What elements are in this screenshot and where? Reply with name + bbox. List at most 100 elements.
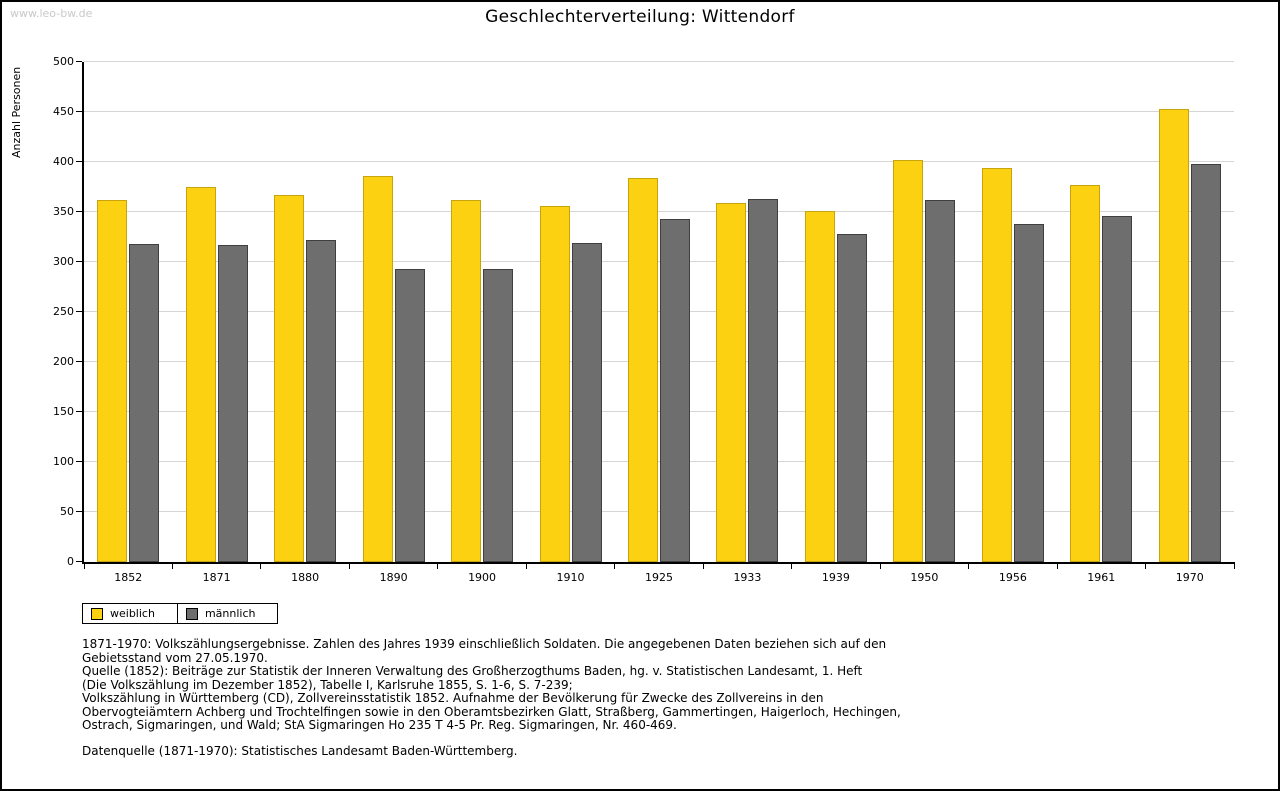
gridline (84, 61, 1234, 62)
y-tick (76, 561, 82, 562)
y-tick-label: 50 (60, 505, 74, 518)
x-tick-label: 1956 (998, 571, 1027, 584)
x-tick (1056, 562, 1058, 569)
legend-swatch-maennlich (185, 607, 198, 620)
bar-maennlich-1900 (483, 269, 514, 562)
y-tick (76, 461, 82, 462)
y-tick (76, 211, 82, 212)
y-tick (76, 511, 82, 512)
bar-weiblich-1956 (981, 168, 1012, 562)
footnote-line: Quelle (1852): Beiträge zur Statistik de… (82, 664, 863, 678)
watermark: www.leo-bw.de (10, 7, 93, 20)
legend: weiblich männlich (82, 603, 279, 624)
bar-maennlich-1933 (748, 199, 779, 562)
x-tick (968, 562, 970, 569)
bar-maennlich-1939 (836, 234, 867, 562)
gridline (84, 211, 1234, 212)
gridline (84, 161, 1234, 162)
x-tick (525, 562, 527, 569)
bar-weiblich-1871 (185, 187, 216, 562)
bar-maennlich-1925 (660, 219, 690, 562)
y-tick-label: 100 (53, 455, 74, 468)
x-tick-label: 1852 (114, 571, 143, 584)
footnote-line: Volkszählung in Württemberg (CD), Zollve… (82, 691, 824, 705)
y-tick-label: 400 (53, 155, 74, 168)
y-tick (76, 311, 82, 312)
gridline (84, 261, 1234, 262)
y-tick (76, 361, 82, 362)
gridline (84, 411, 1234, 412)
x-tick (702, 562, 704, 569)
y-tick-label: 0 (67, 555, 74, 568)
bar-maennlich-1852 (129, 244, 160, 562)
bar-weiblich-1961 (1070, 185, 1101, 562)
footnote-line: Gebietsstand vom 27.05.1970. (82, 650, 268, 665)
y-tick-label: 350 (53, 205, 74, 218)
legend-item-maennlich: männlich (176, 604, 278, 623)
y-tick (76, 61, 82, 62)
bar-weiblich-1970 (1158, 109, 1189, 562)
bar-weiblich-1939 (804, 211, 835, 562)
x-tick-label: 1910 (556, 571, 585, 584)
gridline (84, 111, 1234, 112)
legend-swatch-weiblich (91, 607, 103, 620)
datasource-line: Datenquelle (1871-1970): Statistisches L… (82, 744, 518, 758)
x-tick (879, 562, 881, 569)
x-tick-label: 1939 (821, 571, 850, 584)
gridline (84, 311, 1234, 312)
bar-maennlich-1910 (571, 243, 602, 562)
y-tick (76, 411, 82, 412)
bar-weiblich-1950 (893, 160, 924, 562)
x-tick-label: 1871 (202, 571, 231, 584)
x-tick-label: 1933 (733, 571, 762, 584)
y-tick-label: 150 (53, 405, 74, 418)
x-tick-label: 1890 (379, 571, 408, 584)
plot-area: 0 50 100 150 200 250 300 350 400 450 500 1852 1871 18… (53, 55, 1235, 584)
y-tick-label: 450 (53, 105, 74, 118)
y-tick (76, 261, 82, 262)
bar-maennlich-1890 (394, 269, 425, 562)
x-tick-label: 1970 (1175, 571, 1204, 584)
legend-label-weiblich: weiblich (110, 607, 155, 620)
x-tick (614, 562, 616, 569)
bar-weiblich-1890 (362, 176, 393, 562)
footnote-line: 1871-1970: Volkszählungsergebnisse. Zahl… (82, 637, 887, 651)
bar-maennlich-1871 (217, 245, 248, 562)
x-tick-label: 1880 (291, 571, 320, 584)
bar-weiblich-1910 (539, 206, 570, 562)
x-tick (171, 562, 173, 569)
bar-maennlich-1961 (1102, 216, 1133, 562)
x-tick (437, 562, 439, 569)
bar-weiblich-1852 (97, 200, 128, 562)
y-tick-label: 200 (53, 355, 74, 368)
x-tick (260, 562, 262, 569)
gridline (84, 461, 1234, 462)
bar-weiblich-1925 (628, 178, 658, 562)
x-tick (1233, 562, 1235, 569)
chart-title: Geschlechterverteilung: Wittendorf (485, 7, 795, 27)
x-tick (791, 562, 793, 569)
bar-maennlich-1950 (925, 200, 956, 562)
y-tick-label: 250 (53, 305, 74, 318)
y-tick-label: 500 (53, 55, 74, 68)
y-tick-label: 300 (53, 255, 74, 268)
bar-maennlich-1880 (306, 240, 337, 562)
bar-weiblich-1933 (716, 203, 747, 562)
gridline (84, 361, 1234, 362)
y-axis-label: Anzahl Personen (10, 66, 23, 158)
x-tick (1145, 562, 1147, 569)
legend-label-maennlich: männlich (204, 607, 256, 620)
x-tick-label: 1900 (468, 571, 497, 584)
bar-maennlich-1956 (1013, 224, 1044, 562)
legend-item-weiblich: weiblich (83, 604, 177, 623)
gridline (84, 511, 1234, 512)
footnote-line: Obervogteiämtern Achberg und Trochtelfin… (82, 704, 901, 719)
x-tick-label: 1961 (1087, 571, 1116, 584)
footnote-line: Ostrach, Sigmaringen, und Wald; StA Sigm… (82, 718, 677, 732)
x-tick (83, 562, 85, 569)
bar-weiblich-1880 (274, 195, 305, 562)
y-tick (76, 111, 82, 112)
bar-maennlich-1970 (1190, 164, 1221, 562)
x-tick-label: 1950 (910, 571, 939, 584)
